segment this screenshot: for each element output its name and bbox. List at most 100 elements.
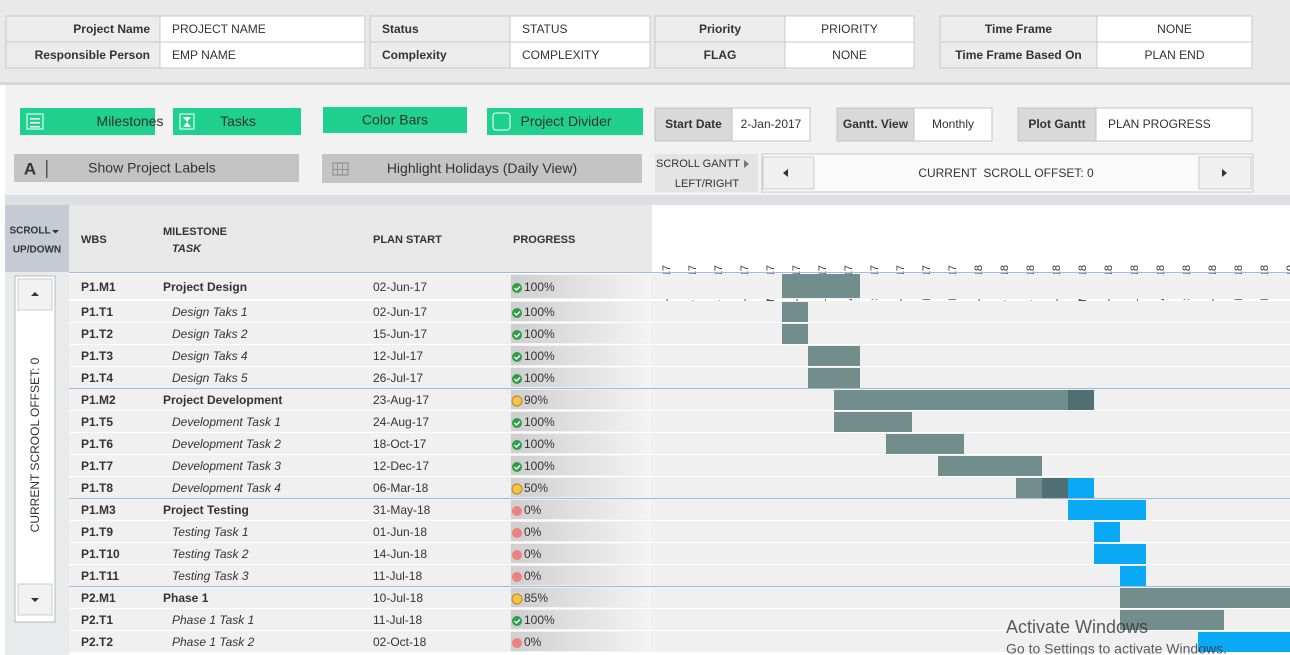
wbs: P1.T9 <box>81 525 113 539</box>
progress-background <box>511 566 651 585</box>
field-value-cell <box>784 15 915 43</box>
icon <box>46 160 48 178</box>
plan-start: 12-Dec-17 <box>373 459 429 473</box>
wbs: P2.T2 <box>81 635 113 649</box>
wbs: P1.M2 <box>81 393 116 407</box>
wbs: P1.M1 <box>81 280 116 294</box>
gantt-bar <box>782 324 808 344</box>
field-label-cell <box>369 41 511 69</box>
progress-background <box>511 412 651 431</box>
option-value-cell[interactable] <box>731 107 811 142</box>
milestone-divider <box>69 388 1290 389</box>
scroll-left-button[interactable] <box>762 156 815 190</box>
button-label: Project Divider <box>520 113 611 129</box>
task-name: Design Taks 5 <box>172 371 248 385</box>
option-label: Start Date <box>665 117 722 131</box>
header-divider <box>69 272 1290 273</box>
progress: 90% <box>524 393 548 407</box>
field-label-cell <box>654 41 786 69</box>
status-icon <box>512 330 522 340</box>
plan-start: 24-Aug-17 <box>373 415 429 429</box>
field-label: FLAG <box>704 48 737 62</box>
field-label: Complexity <box>382 48 447 62</box>
icon <box>31 292 39 296</box>
table-header <box>69 205 652 272</box>
progress-background <box>511 588 651 607</box>
column-header: TASK <box>172 243 202 255</box>
button-label: Highlight Holidays (Daily View) <box>387 160 577 176</box>
wbs: P1.T11 <box>81 569 119 583</box>
wbs: P1.T4 <box>81 371 113 385</box>
gantt-bar <box>834 412 912 432</box>
column-header: PROGRESS <box>513 234 575 246</box>
gantt-bar <box>1120 588 1290 608</box>
option-label-cell <box>1017 107 1097 142</box>
option-value: 2-Jan-2017 <box>741 117 802 131</box>
row-background <box>69 565 1290 586</box>
progress: 50% <box>524 481 548 495</box>
plan-start: 02-Oct-18 <box>373 635 427 649</box>
plan-start: 06-Mar-18 <box>373 481 429 495</box>
row-background <box>69 543 1290 564</box>
toolbar-button[interactable] <box>487 108 643 135</box>
icon <box>744 160 749 168</box>
progress-background <box>511 390 651 409</box>
field-value: PRIORITY <box>821 22 878 36</box>
toolbar-button[interactable] <box>14 154 299 182</box>
scroll-header-label: UP/DOWN <box>13 245 61 256</box>
option-value-cell[interactable] <box>913 107 993 142</box>
row-background <box>69 274 1290 299</box>
scroll-offset: CURRENT SCROLL OFFSET: 0 <box>918 166 1094 180</box>
status-icon <box>512 572 522 582</box>
task-name: Development Task 3 <box>172 459 281 473</box>
progress: 100% <box>524 349 555 363</box>
plan-start: 11-Jul-18 <box>373 613 422 627</box>
progress-background <box>511 610 651 629</box>
status-icon <box>512 462 522 472</box>
gantt-bar <box>1120 610 1224 630</box>
field-value: COMPLEXITY <box>522 48 599 62</box>
icon <box>333 169 348 170</box>
gantt-bar <box>1068 500 1146 520</box>
task-name: Development Task 1 <box>172 415 281 429</box>
status-icon <box>511 483 523 495</box>
wbs: P1.T2 <box>81 327 113 341</box>
row-background <box>69 433 1290 454</box>
progress-background <box>511 522 651 541</box>
status-icon <box>512 550 522 560</box>
status-icon <box>514 377 521 382</box>
separator <box>5 195 1290 205</box>
field-label-cell <box>369 15 511 43</box>
wbs: P1.T10 <box>81 547 120 561</box>
progress-background <box>511 632 651 651</box>
scroll-header-label: SCROLL <box>9 226 50 237</box>
field-label: Priority <box>699 22 741 36</box>
field-value: NONE <box>832 48 867 62</box>
field-value: EMP NAME <box>172 48 236 62</box>
progress-background <box>511 500 651 519</box>
progress-background <box>511 544 651 563</box>
status-icon <box>514 333 521 338</box>
row-background <box>69 499 1290 520</box>
icon <box>30 118 40 120</box>
status-icon <box>514 619 521 624</box>
toolbar-button[interactable] <box>323 107 467 133</box>
status-icon <box>511 395 523 407</box>
toolbar-button[interactable] <box>322 154 642 183</box>
milestone-name: Project Development <box>163 393 282 407</box>
field-value-cell <box>784 41 915 69</box>
status-icon <box>512 308 522 318</box>
task-name: Phase 1 Task 2 <box>172 635 255 649</box>
milestone-name: Project Design <box>163 280 247 294</box>
progress: 100% <box>524 305 555 319</box>
status-icon <box>514 355 521 360</box>
scroll-gantt-label: LEFT/RIGHT <box>675 178 739 190</box>
task-name: Development Task 4 <box>172 481 281 495</box>
milestone-divider <box>69 498 1290 499</box>
field-label: Project Name <box>73 22 150 36</box>
icon <box>31 598 39 602</box>
icon <box>30 122 40 124</box>
icon: A <box>24 159 36 178</box>
option-value-cell[interactable] <box>1095 107 1253 142</box>
